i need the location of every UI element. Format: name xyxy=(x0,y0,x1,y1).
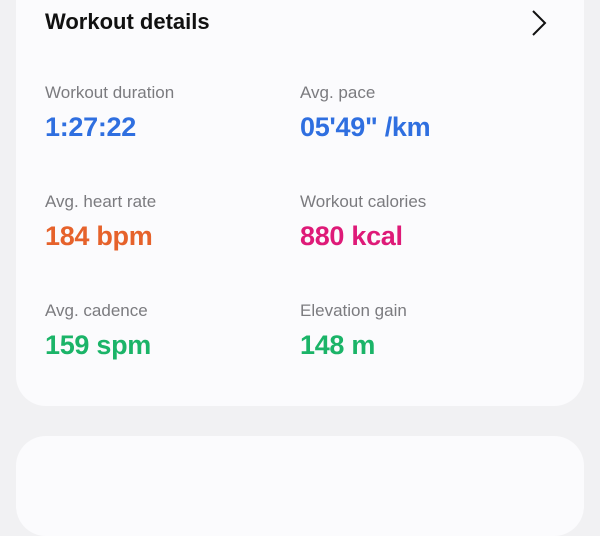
stat-value: 148 m xyxy=(300,330,376,360)
stat-workout-duration: Workout duration 1:27:22 xyxy=(45,83,174,143)
stat-label: Workout calories xyxy=(300,192,427,211)
stat-value: 05'49" /km xyxy=(300,112,431,142)
stat-value: 184 bpm xyxy=(45,221,153,251)
next-card xyxy=(16,436,584,536)
stat-value: 159 spm xyxy=(45,330,151,360)
stat-label: Avg. cadence xyxy=(45,301,148,320)
card-title: Workout details xyxy=(45,9,210,34)
stat-avg-pace: Avg. pace 05'49" /km xyxy=(300,83,431,143)
stat-value: 880 kcal xyxy=(300,221,403,251)
stat-workout-calories: Workout calories 880 kcal xyxy=(300,192,426,252)
workout-details-card xyxy=(16,0,584,406)
stat-label: Elevation gain xyxy=(300,301,407,320)
stat-label: Avg. pace xyxy=(300,83,376,102)
stat-value: 1:27:22 xyxy=(45,112,136,142)
chevron-right-icon[interactable] xyxy=(528,9,550,37)
stat-avg-heart-rate: Avg. heart rate 184 bpm xyxy=(45,192,156,252)
stat-avg-cadence: Avg. cadence 159 spm xyxy=(45,301,151,361)
stat-label: Avg. heart rate xyxy=(45,192,157,211)
stat-elevation-gain: Elevation gain 148 m xyxy=(300,301,407,361)
stat-label: Workout duration xyxy=(45,83,175,102)
